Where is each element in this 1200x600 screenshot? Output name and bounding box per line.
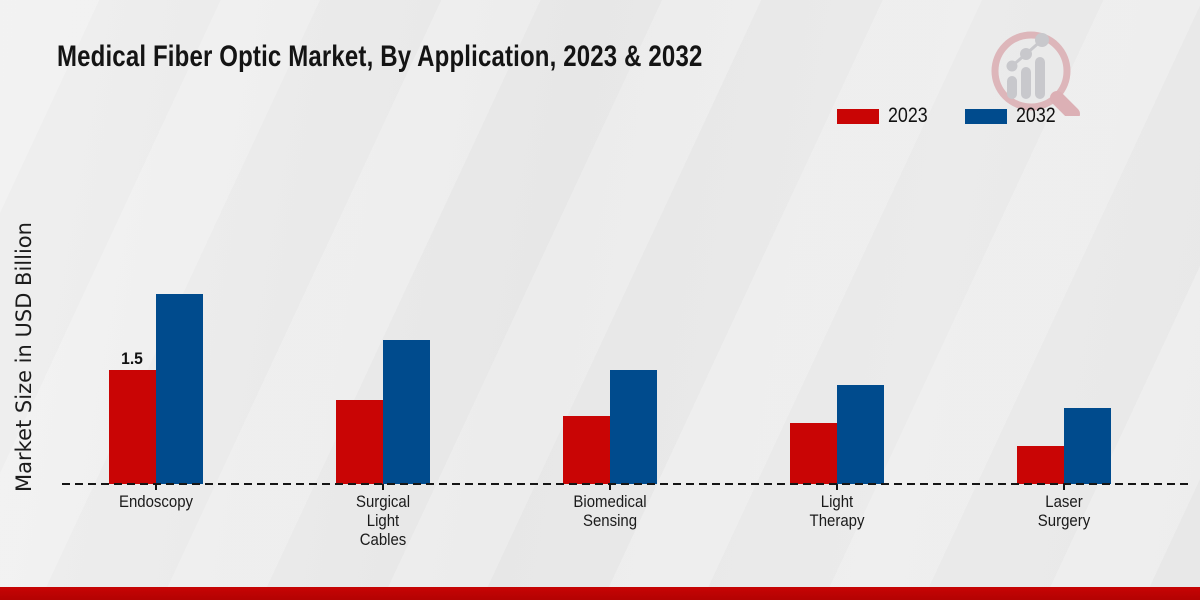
x-axis-tick xyxy=(1063,484,1066,490)
x-axis-tick xyxy=(608,484,611,490)
x-axis-label-biomedical-sensing: Biomedical Sensing xyxy=(573,492,647,530)
x-axis-tick xyxy=(381,484,384,490)
bar-2032-surgical-light-cables xyxy=(382,340,430,484)
bar-2023-light-therapy xyxy=(790,423,838,484)
x-axis-tick xyxy=(154,484,157,490)
bar-2032-laser-surgery xyxy=(1064,408,1112,484)
bar-2032-endoscopy xyxy=(155,294,203,484)
y-axis-title: Market Size in USD Billion xyxy=(12,222,36,492)
legend-swatch-2032 xyxy=(964,108,1007,124)
bar-2023-endoscopy xyxy=(108,370,156,484)
x-axis-tick xyxy=(836,484,839,490)
logo-magnifier-ring xyxy=(991,31,1071,111)
footer-accent-band xyxy=(0,587,1200,600)
bar-2032-biomedical-sensing xyxy=(609,370,657,484)
legend-label-2023: 2023 xyxy=(888,104,928,127)
legend-item-2032: 2032 xyxy=(964,104,1063,128)
x-axis-label-light-therapy: Light Therapy xyxy=(809,492,865,530)
x-axis-label-laser-surgery: Laser Surgery xyxy=(1038,492,1091,530)
bar-2023-surgical-light-cables xyxy=(335,400,383,484)
legend-label-2032: 2032 xyxy=(1015,104,1056,127)
logo-trend-dots xyxy=(1006,33,1049,72)
bar-2032-light-therapy xyxy=(837,385,885,484)
bar-2023-biomedical-sensing xyxy=(562,416,610,484)
logo-bars xyxy=(1007,57,1045,99)
chart-legend: 2023 2032 xyxy=(837,104,1062,128)
x-axis-baseline xyxy=(62,483,1188,485)
bar-2023-laser-surgery xyxy=(1017,446,1065,484)
legend-swatch-2023 xyxy=(837,108,879,124)
mrfr-logo-watermark xyxy=(991,31,1080,116)
legend-item-2023: 2023 xyxy=(837,104,935,128)
x-axis-label-surgical-light-cables: Surgical Light Cables xyxy=(355,492,410,549)
chart-title: Medical Fiber Optic Market, By Applicati… xyxy=(57,40,703,73)
bar-value-label-2023-endoscopy: 1.5 xyxy=(121,349,143,368)
x-axis-label-endoscopy: Endoscopy xyxy=(118,492,193,511)
logo-magnifier-handle xyxy=(1050,91,1080,116)
